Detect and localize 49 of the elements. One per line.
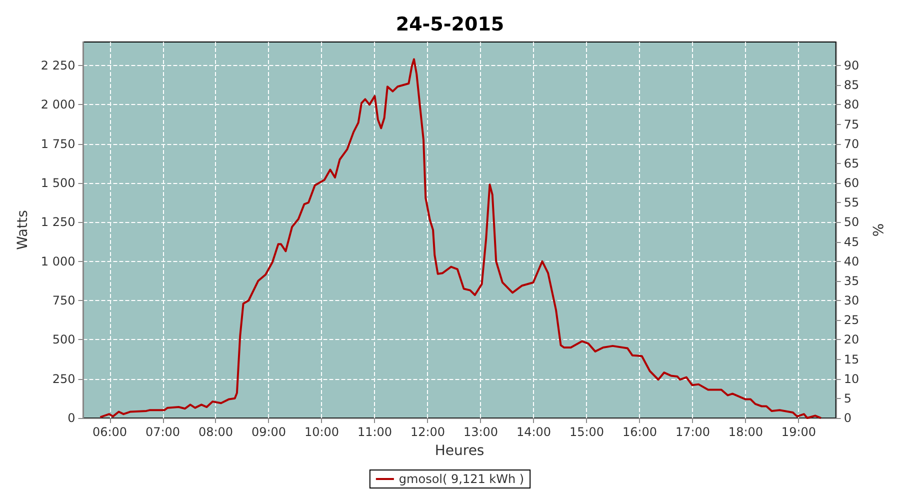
y-tick-label: 1 250: [40, 215, 76, 230]
line-series: [99, 58, 822, 419]
x-tick-label: 09:00: [251, 425, 286, 439]
x-tick-label: 12:00: [410, 425, 446, 439]
y2-tick-label: 60: [844, 176, 860, 190]
legend-label: gmosol( 9,121 kWh ): [398, 472, 524, 486]
y-tick-label: 1 000: [40, 254, 76, 268]
x-tick-label: 16:00: [622, 425, 658, 439]
y2-tick-label: 40: [844, 254, 860, 268]
y2-tick-label: 25: [844, 313, 860, 328]
x-tick-label: 19:00: [781, 425, 816, 439]
y2-tick-label: 50: [844, 215, 860, 230]
y-tick-label: 2 000: [40, 98, 76, 112]
x-axis-title: Heures: [434, 443, 484, 459]
y2-tick-label: 30: [844, 294, 860, 308]
y2-tick-label: 80: [844, 98, 860, 112]
y-tick-label: 1 500: [40, 176, 76, 190]
y2-tick-label: 45: [844, 234, 860, 249]
x-tick-label: 17:00: [675, 425, 710, 439]
y2-tick-label: 20: [844, 332, 860, 347]
y-tick-label: 0: [68, 411, 76, 425]
x-tick-label: 18:00: [728, 425, 764, 439]
y2-tick-label: 65: [844, 156, 860, 170]
y2-tick-label: 15: [844, 352, 860, 366]
y2-tick-label: 5: [844, 391, 852, 406]
y2-tick-label: 70: [844, 136, 860, 151]
y-tick-label: 2 250: [40, 58, 76, 72]
y2-axis-title: %: [869, 223, 885, 237]
x-tick-label: 10:00: [304, 425, 340, 439]
x-tick-label: 07:00: [145, 425, 180, 439]
x-tick-label: 13:00: [463, 425, 498, 439]
y-axis-title: Watts: [15, 210, 31, 250]
chart-title: 24-5-2015: [396, 14, 504, 36]
y2-tick-label: 90: [844, 58, 860, 72]
y-tick-label: 750: [52, 294, 76, 308]
x-tick-label: 11:00: [357, 425, 392, 439]
y2-tick-label: 75: [844, 117, 860, 132]
y2-tick-label: 85: [844, 78, 860, 92]
y2-tick-label: 35: [844, 274, 860, 288]
x-tick-label: 15:00: [569, 425, 604, 439]
x-tick-label: 06:00: [92, 425, 128, 439]
x-tick-label: 14:00: [516, 425, 552, 439]
x-tick-label: 08:00: [198, 425, 234, 439]
y2-tick-label: 10: [844, 372, 860, 386]
y-tick-label: 500: [52, 332, 76, 347]
y2-tick-label: 55: [844, 196, 860, 210]
y-tick-label: 1 750: [40, 136, 76, 151]
y2-tick-label: 0: [844, 411, 852, 425]
y-tick-label: 250: [52, 372, 76, 386]
